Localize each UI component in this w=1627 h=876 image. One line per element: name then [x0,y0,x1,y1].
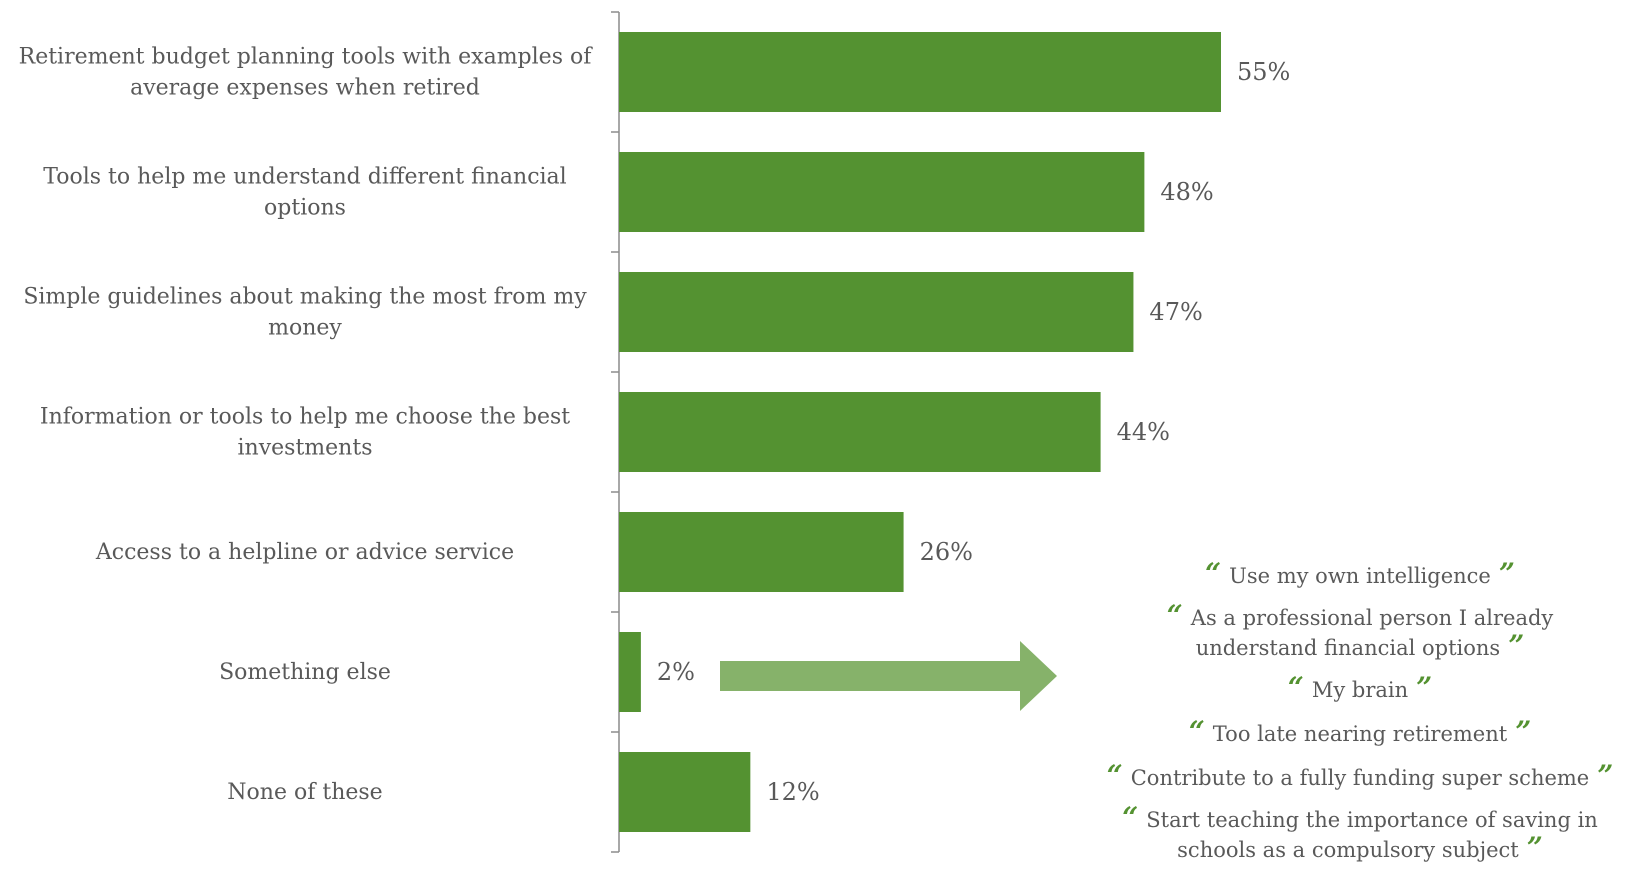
value-label: 12% [766,778,819,806]
arrow-graphic [720,641,1057,711]
quote-text: Too late nearing retirement [1212,722,1508,746]
value-label: 44% [1117,418,1170,446]
quote-item: “ Too late nearing retirement ” [1100,718,1620,748]
value-label: 2% [657,658,695,686]
category-label-line: average expenses when retired [130,76,480,101]
quote-item: “ Start teaching the importance of saving… [1100,804,1620,864]
category-label-line: Simple guidelines about making the most … [23,285,587,310]
quote-text: Start teaching the importance of saving … [1146,808,1598,832]
category-label-line: Something else [219,660,391,685]
quote-text: Use my own intelligence [1229,564,1491,588]
quote-item: “ Contribute to a fully funding super sch… [1100,762,1620,792]
close-quote-icon: ” [1526,831,1543,864]
close-quote-icon: ” [1498,557,1515,590]
category-label: Access to a helpline or advice service [95,540,514,565]
close-quote-icon: ” [1416,671,1433,704]
category-label-line: investments [238,436,373,461]
category-label-line: Tools to help me understand different fi… [43,165,566,190]
quote-item: “ Use my own intelligence ” [1100,560,1620,590]
quote-text: schools as a compulsory subject [1177,838,1519,862]
close-quote-icon: ” [1508,629,1525,662]
category-label-line: options [264,196,346,221]
bar [619,512,904,592]
category-label-line: None of these [227,780,382,805]
open-quote-icon: “ [1188,715,1205,748]
bar [619,752,751,832]
quote-item: “ As a professional person I already under… [1100,602,1620,662]
value-label: 55% [1237,58,1290,86]
bar [619,152,1145,232]
close-quote-icon: ” [1515,715,1532,748]
bar [619,632,641,712]
category-label: None of these [227,780,382,805]
category-label-line: Retirement budget planning tools with ex… [19,45,594,70]
quote-text: My brain [1311,678,1409,702]
category-label: Information or tools to help me choose t… [40,405,570,461]
category-label-line: money [268,316,342,341]
category-label: Retirement budget planning tools with ex… [19,45,594,101]
value-label: 47% [1149,298,1202,326]
open-quote-icon: “ [1287,671,1304,704]
bar [619,32,1221,112]
category-label: Tools to help me understand different fi… [43,165,566,221]
quote-text: As a professional person I already [1190,606,1554,630]
open-quote-icon: “ [1166,599,1183,632]
value-label: 48% [1160,178,1213,206]
open-quote-icon: “ [1205,557,1222,590]
value-label: 26% [920,538,973,566]
category-label-line: Information or tools to help me choose t… [40,405,570,430]
quote-text: Contribute to a fully funding super sche… [1130,766,1590,790]
open-quote-icon: “ [1122,801,1139,834]
close-quote-icon: ” [1597,759,1614,792]
category-label: Something else [219,660,391,685]
category-label: Simple guidelines about making the most … [23,285,587,341]
bar [619,392,1101,472]
category-label-line: Access to a helpline or advice service [95,540,514,565]
open-quote-icon: “ [1106,759,1123,792]
quote-text: understand financial options [1195,636,1501,660]
quote-item: “ My brain ” [1100,674,1620,704]
bar [619,272,1134,352]
